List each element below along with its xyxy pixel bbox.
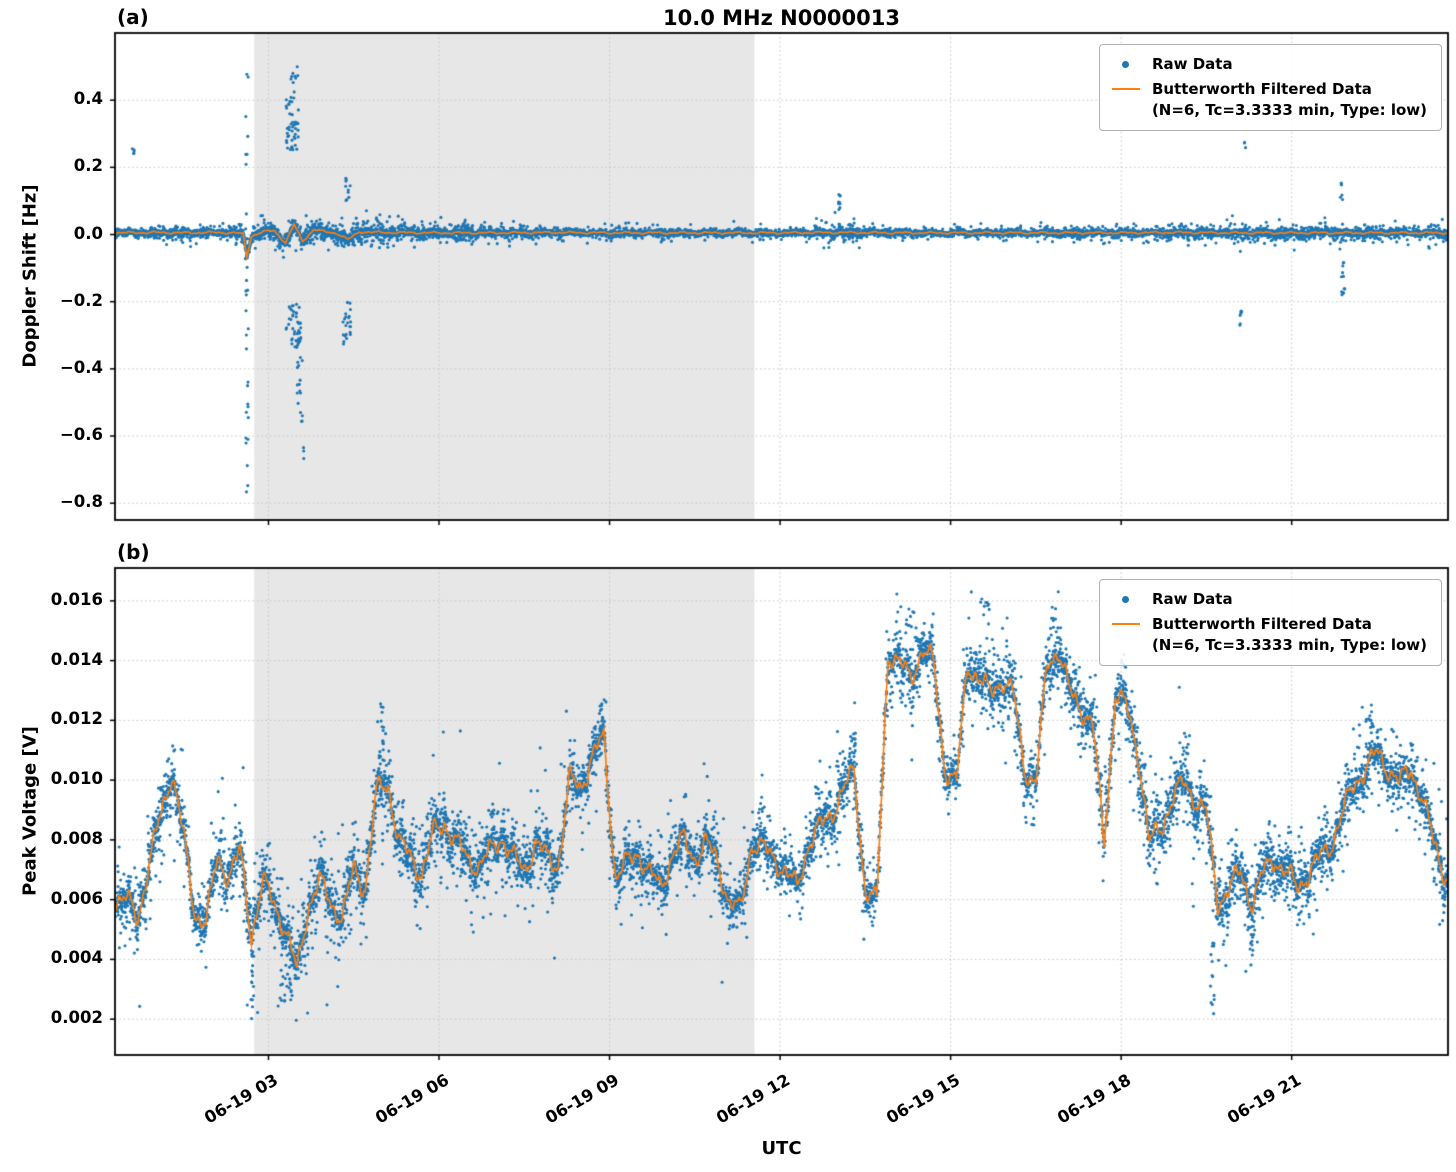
panel-a-label: (a) <box>117 5 149 29</box>
y-tick-label: 0.006 <box>50 888 103 908</box>
y-tick-label: 0.2 <box>73 156 103 176</box>
y-tick-label: −0.2 <box>59 290 103 310</box>
raw-data-marker-icon <box>1121 596 1129 603</box>
panel-b-legend: Raw Data Butterworth Filtered Data (N=6,… <box>1098 579 1442 666</box>
y-tick-label: 0.002 <box>50 1008 103 1028</box>
y-tick-label: 0.012 <box>50 709 103 729</box>
legend-filtered-label: Butterworth Filtered Data <box>1151 615 1372 633</box>
figure-title: 10.0 MHz N0000013 <box>663 6 900 30</box>
legend-filtered-entry: Butterworth Filtered Data (N=6, Tc=3.333… <box>1111 79 1427 121</box>
legend-filtered-sublabel: (N=6, Tc=3.3333 min, Type: low) <box>1151 636 1427 654</box>
legend-filtered-entry: Butterworth Filtered Data (N=6, Tc=3.333… <box>1111 614 1427 656</box>
y-tick-label: −0.8 <box>59 492 103 512</box>
legend-raw-label: Raw Data <box>1151 590 1233 608</box>
filtered-line-icon <box>1111 623 1140 625</box>
y-tick-label: 0.4 <box>73 89 103 109</box>
y-tick-label: 0.004 <box>50 948 103 968</box>
y-tick-label: 0.016 <box>50 589 103 609</box>
y-tick-label: 0.010 <box>50 769 103 789</box>
y-tick-label: 0.008 <box>50 828 103 848</box>
legend-raw-label: Raw Data <box>1151 55 1233 73</box>
y-tick-label: 0.0 <box>73 223 103 243</box>
legend-raw-entry: Raw Data <box>1112 54 1427 75</box>
raw-data-marker-icon <box>1121 61 1129 68</box>
legend-filtered-label: Butterworth Filtered Data <box>1151 80 1372 98</box>
legend-filtered-sublabel: (N=6, Tc=3.3333 min, Type: low) <box>1151 101 1427 119</box>
panel-b-label: (b) <box>117 540 150 564</box>
panel-a-y-axis-label: Doppler Shift [Hz] <box>19 184 41 368</box>
filtered-line-icon <box>1111 88 1140 90</box>
x-axis-label: UTC <box>761 1138 802 1159</box>
panel-a-legend: Raw Data Butterworth Filtered Data (N=6,… <box>1098 44 1442 131</box>
y-tick-label: 0.014 <box>50 649 103 669</box>
legend-raw-entry: Raw Data <box>1112 589 1427 610</box>
y-tick-label: −0.4 <box>59 357 103 377</box>
y-tick-label: −0.6 <box>59 425 103 445</box>
panel-b-y-axis-label: Peak Voltage [V] <box>19 726 41 896</box>
